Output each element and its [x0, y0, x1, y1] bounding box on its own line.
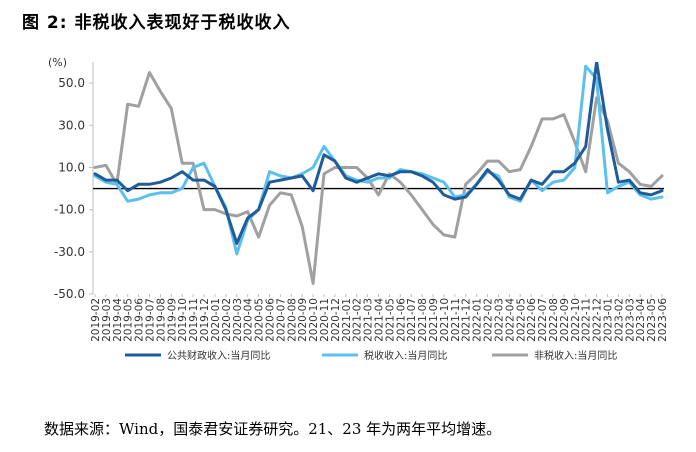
x-tick-label: 2022-08 [548, 298, 560, 342]
x-tick-label: 2020-07 [275, 298, 287, 342]
x-tick-label: 2020-09 [297, 298, 309, 342]
x-tick-label: 2022-11 [581, 298, 593, 342]
x-tick-label: 2023-05 [646, 298, 658, 342]
x-tick-label: 2019-03 [101, 298, 113, 342]
x-tick-label: 2022-04 [504, 298, 516, 342]
x-tick-label: 2019-04 [112, 298, 124, 342]
x-tick-label: 2021-06 [395, 298, 407, 342]
y-unit-label: (%) [48, 56, 67, 69]
x-tick-label: 2021-11 [450, 298, 462, 342]
x-tick-label: 2021-01 [341, 298, 353, 342]
x-tick-label: 2022-07 [537, 298, 549, 342]
x-tick-label: 2020-03 [232, 298, 244, 342]
y-tick-label: 50.0 [58, 76, 85, 90]
x-tick-label: 2021-02 [352, 298, 364, 342]
legend-label-2: 非税收入:当月同比 [534, 349, 617, 362]
x-tick-label: 2020-02 [221, 298, 233, 342]
x-tick-label: 2020-04 [243, 298, 255, 342]
x-tick-label: 2020-01 [210, 298, 222, 342]
x-tick-label: 2021-05 [384, 298, 396, 342]
x-tick-label: 2021-03 [363, 298, 375, 342]
x-tick-label: 2020-05 [254, 298, 266, 342]
y-tick-label: 30.0 [58, 118, 85, 132]
x-tick-label: 2020-08 [286, 298, 298, 342]
y-tick-label: -30.0 [54, 245, 85, 259]
x-tick-label: 2023-03 [624, 298, 636, 342]
x-tick-label: 2022-03 [493, 298, 505, 342]
x-tick-label: 2022-10 [570, 298, 582, 342]
x-tick-label: 2022-09 [559, 298, 571, 342]
x-tick-label: 2019-07 [145, 298, 157, 342]
x-tick-label: 2019-08 [155, 298, 167, 342]
x-tick-label: 2022-05 [515, 298, 527, 342]
x-tick-label: 2021-09 [428, 298, 440, 342]
y-tick-label: -10.0 [54, 203, 85, 217]
legend-label-1: 税收收入:当月同比 [364, 349, 447, 362]
series-line-1 [93, 64, 664, 256]
x-tick-label: 2019-06 [134, 298, 146, 342]
x-tick-label: 2019-05 [123, 298, 135, 342]
x-tick-label: 2021-04 [374, 298, 386, 342]
x-tick-label: 2019-11 [188, 298, 200, 342]
series-line-0 [93, 62, 664, 245]
x-tick-label: 2021-10 [439, 298, 451, 342]
x-tick-label: 2020-06 [264, 298, 276, 342]
x-tick-label: 2022-12 [592, 298, 604, 342]
x-tick-label: 2021-12 [461, 298, 473, 342]
x-tick-label: 2022-02 [483, 298, 495, 342]
legend-label-0: 公共财政收入:当月同比 [167, 349, 270, 362]
figure-title: 图 2: 非税收入表现好于税收收入 [22, 13, 291, 33]
x-tick-label: 2019-09 [166, 298, 178, 342]
x-tick-label: 2020-12 [330, 298, 342, 342]
x-tick-label: 2020-11 [319, 298, 331, 342]
x-tick-label: 2023-01 [602, 298, 614, 342]
x-tick-label: 2019-10 [177, 298, 189, 342]
x-tick-label: 2022-01 [472, 298, 484, 342]
y-tick-label: 10.0 [58, 160, 85, 174]
y-tick-label: -50.0 [54, 287, 85, 301]
x-tick-label: 2020-10 [308, 298, 320, 342]
x-tick-label: 2019-12 [199, 298, 211, 342]
x-tick-label: 2022-06 [526, 298, 538, 342]
x-tick-label: 2023-02 [613, 298, 625, 342]
x-tick-label: 2023-04 [635, 298, 647, 342]
x-tick-label: 2019-02 [90, 298, 102, 342]
x-tick-label: 2021-08 [417, 298, 429, 342]
series-group [93, 62, 664, 285]
x-tick-label: 2021-07 [406, 298, 418, 342]
x-tick-label: 2023-06 [657, 298, 669, 342]
series-line-2 [93, 71, 664, 285]
figure-source: 数据来源：Wind，国泰君安证券研究。21、23 年为两年平均增速。 [44, 420, 502, 438]
